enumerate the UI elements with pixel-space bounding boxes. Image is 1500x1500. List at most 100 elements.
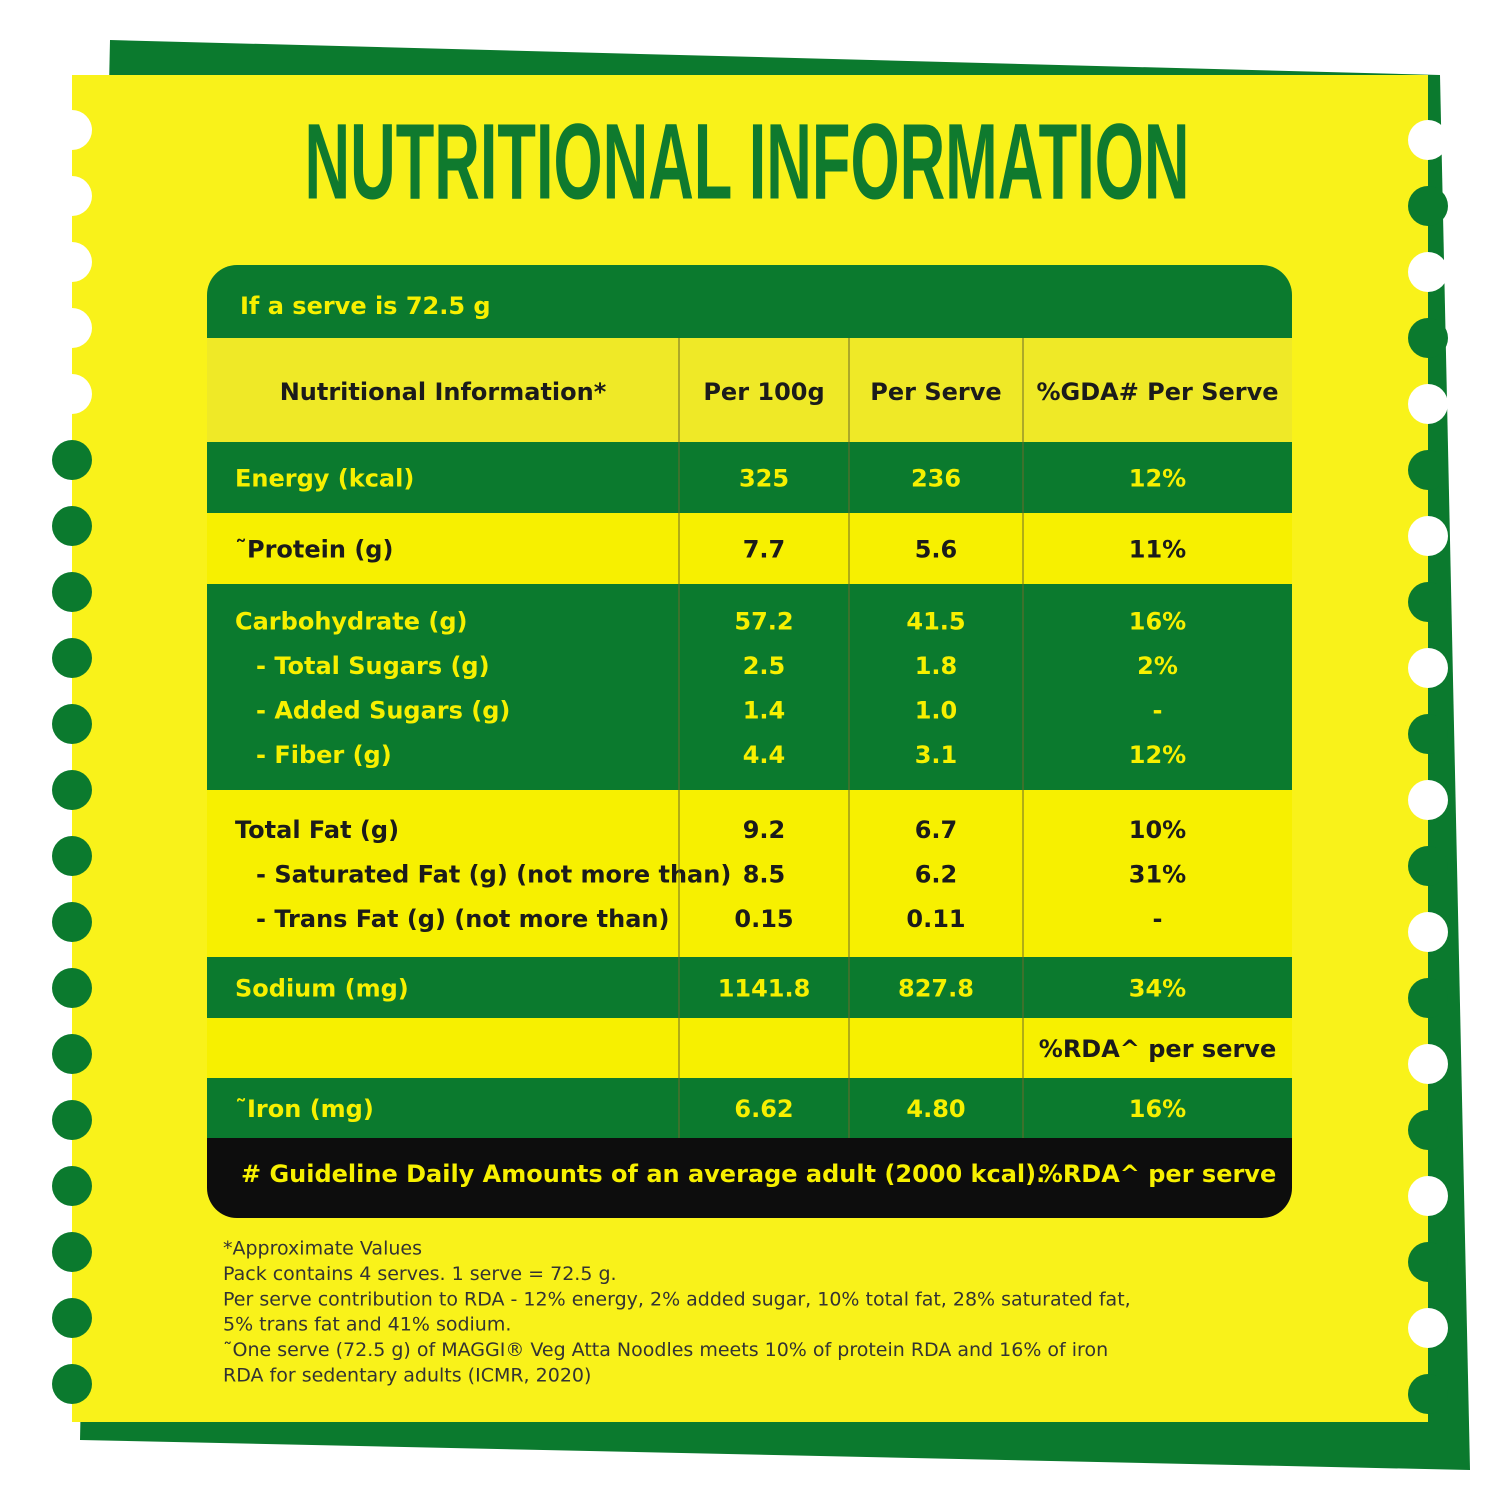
serve-row [207,265,1292,338]
scallop [52,638,92,678]
scallop [1408,1176,1448,1216]
nutrient-label: - Trans Fat (g) (not more than) [256,905,669,933]
nutrient-value: 3.1 [915,741,958,769]
row-group [207,957,1292,1018]
nutrient-value: 6.7 [915,816,958,844]
row-group [207,442,1292,513]
nutrient-value: 2% [1137,652,1178,680]
scallop [52,1166,92,1206]
nutrient-value: 31% [1129,861,1186,889]
nutrient-value: 16% [1129,607,1186,635]
header-row [207,338,1292,442]
scallop [52,836,92,876]
column-header: %GDA# Per Serve [1036,378,1278,406]
scallop [1408,846,1448,886]
nutrient-value: 16% [1129,1095,1186,1123]
scallop [1408,912,1448,952]
row-group [207,513,1292,584]
nutrient-value: 9.2 [743,816,786,844]
scallop [52,176,92,216]
nutrient-value: - [1153,905,1163,933]
nutrient-value: 5.6 [915,536,958,564]
nutrient-value: 0.11 [906,905,965,933]
nutrient-label: Total Fat (g) [235,816,399,844]
scallop [52,1364,92,1404]
footnote: Per serve contribution to RDA - 12% ener… [223,1288,1131,1310]
scallop [52,374,92,414]
nutrient-label: - Added Sugars (g) [256,696,510,724]
nutrient-label: ˜Iron (mg) [235,1095,374,1123]
scallop [52,902,92,942]
scallop [1408,252,1448,292]
nutrient-value: 2.5 [743,652,786,680]
nutrient-value: 6.62 [734,1095,793,1123]
nutrient-value: 12% [1129,741,1186,769]
scallop [1408,1374,1448,1414]
nutrient-value: 11% [1129,536,1186,564]
scallop [1408,978,1448,1018]
serve-note: If a serve is 72.5 g [240,292,491,320]
nutrient-value: %RDA^ per serve [1039,1035,1276,1063]
scallop [1408,1044,1448,1084]
scallop [1408,120,1448,160]
scallop [52,1034,92,1074]
nutrient-value: 12% [1129,465,1186,493]
scallop [1408,516,1448,556]
scallop [52,704,92,744]
nutrient-value: - [1153,696,1163,724]
scallop [1408,1308,1448,1348]
nutrient-value: 0.15 [734,905,793,933]
nutrient-value: 57.2 [734,607,793,635]
scallop [52,770,92,810]
footer-row [207,1138,1292,1218]
scallop [1408,1242,1448,1282]
nutrient-label: - Saturated Fat (g) (not more than) [256,861,731,889]
scallop [1408,582,1448,622]
nutrient-value: 8.5 [743,861,786,889]
nutrient-value: 1.0 [915,696,958,724]
nutrient-label: Energy (kcal) [235,465,414,493]
nutrient-value: 1141.8 [718,975,811,1003]
footnote: ˜One serve (72.5 g) of MAGGI® Veg Atta N… [223,1339,1108,1361]
scallop [52,242,92,282]
footnote: 5% trans fat and 41% sodium. [223,1314,511,1336]
nutrient-value: 4.80 [906,1095,965,1123]
row-group [207,1078,1292,1138]
row-group [207,790,1292,957]
nutrient-label: Sodium (mg) [235,975,409,1003]
nutrient-value: 34% [1129,975,1186,1003]
footnote: *Approximate Values [223,1238,422,1260]
scallop [52,440,92,480]
footer-note: # Guideline Daily Amounts of an average … [241,1160,1045,1188]
scallop [1408,1110,1448,1150]
edge-scallops [52,110,1448,1414]
row-group [207,584,1292,790]
row-group [207,1018,1292,1078]
nutrient-value: 7.7 [743,536,786,564]
scallop [52,1100,92,1140]
scallop [52,1298,92,1338]
nutrient-value: 236 [911,465,961,493]
nutrition-table: If a serve is 72.5 g Nutritional Informat… [207,265,1292,1218]
footer-note: %RDA^ per serve [1039,1160,1276,1188]
nutrient-label: Carbohydrate (g) [235,607,467,635]
scallop [52,308,92,348]
nutrient-value: 6.2 [915,861,958,889]
nutrient-value: 325 [739,465,789,493]
nutrient-value: 4.4 [743,741,786,769]
nutrient-value: 1.8 [915,652,958,680]
footnotes: *Approximate Values Pack contains 4 serve… [223,1238,1131,1387]
scallop [1408,714,1448,754]
nutrient-label: - Total Sugars (g) [256,652,490,680]
scallop [1408,450,1448,490]
scallop [1408,780,1448,820]
scallop [52,968,92,1008]
column-header: Nutritional Information* [280,378,607,406]
nutrient-value: 10% [1129,816,1186,844]
scallop [1408,648,1448,688]
scallop [1408,318,1448,358]
nutrient-label: - Fiber (g) [256,741,392,769]
nutrient-value: 1.4 [743,696,786,724]
scallop [1408,384,1448,424]
